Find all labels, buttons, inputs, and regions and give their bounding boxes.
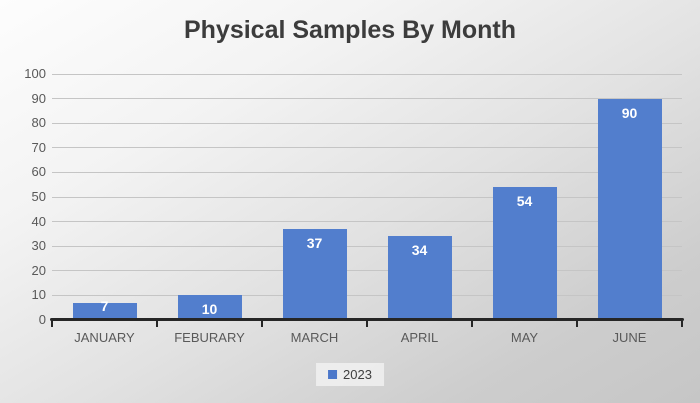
x-axis-tick (681, 321, 683, 327)
x-axis-label: MARCH (290, 330, 339, 345)
gridline (52, 294, 682, 296)
gridline (52, 196, 682, 198)
legend-swatch-icon (328, 370, 338, 379)
bar-value-label: 7 (100, 297, 109, 314)
x-axis-tick (156, 321, 158, 327)
gridline (52, 270, 682, 272)
x-axis-label: FEBURARY (174, 330, 245, 345)
gridline (52, 147, 682, 149)
x-axis-tick (366, 321, 368, 327)
legend-label: 2023 (343, 367, 372, 382)
gridline (52, 122, 682, 124)
x-axis-tick (576, 321, 578, 327)
y-axis-label: 100 (24, 66, 46, 81)
y-axis-label: 20 (31, 262, 46, 278)
gridline (52, 73, 682, 75)
x-axis-tick (261, 321, 263, 327)
bar-value-label: 34 (411, 242, 428, 259)
y-axis-label: 0 (38, 312, 46, 327)
chart-title: Physical Samples By Month (183, 16, 517, 44)
bar: 37 (282, 228, 347, 320)
gridline (52, 245, 682, 247)
y-axis-label: 60 (31, 164, 46, 180)
gridline (52, 221, 682, 223)
y-axis-label: 90 (31, 90, 46, 106)
bar-value-label: 10 (201, 301, 218, 318)
x-axis-line (50, 318, 684, 321)
bar-value-label: 54 (516, 193, 533, 210)
y-axis-label: 30 (31, 238, 46, 254)
gridline (52, 98, 682, 100)
bar: 90 (597, 98, 662, 320)
x-axis-label: MAY (510, 330, 539, 345)
bar: 54 (492, 187, 557, 320)
y-axis-label: 50 (31, 189, 46, 204)
bar: 34 (387, 236, 452, 320)
gridline (52, 171, 682, 173)
bar: 10 (177, 295, 242, 320)
x-axis-label: APRIL (400, 330, 439, 345)
bar-value-label: 90 (621, 104, 638, 121)
y-axis-label: 70 (31, 139, 46, 155)
bar-value-label: 37 (306, 234, 323, 251)
x-axis-label: JUNE (612, 330, 647, 345)
x-axis-tick (51, 321, 53, 327)
y-axis-label: 40 (31, 213, 46, 229)
y-axis-label: 80 (31, 115, 46, 131)
y-axis-label: 10 (31, 287, 46, 303)
x-axis-label: JANUARY (74, 330, 135, 345)
legend: 2023 (316, 363, 384, 386)
bar: 7 (72, 298, 137, 320)
x-axis-tick (471, 321, 473, 327)
